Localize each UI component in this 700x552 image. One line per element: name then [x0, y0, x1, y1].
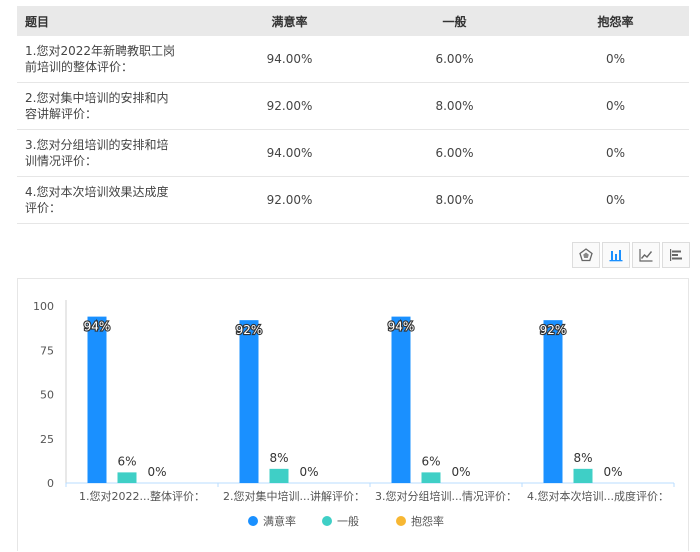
bar — [269, 468, 289, 483]
data-label: 0% — [299, 465, 318, 479]
satisfied-cell: 94.00% — [212, 129, 367, 177]
header-question: 题目 — [17, 6, 212, 36]
bar — [573, 468, 593, 483]
average-cell: 6.00% — [367, 129, 542, 177]
table-row: 4.您对本次培训效果达成度 评价： 92.00% 8.00% 0% — [17, 176, 689, 224]
question-line2: 评价： — [25, 201, 62, 215]
table-row: 3.您对分组培训的安排和培 训情况评价： 94.00% 6.00% 0% — [17, 129, 689, 177]
table-header-row: 题目 满意率 一般 抱怨率 — [17, 6, 689, 36]
x-tick-label: 3.您对分组培训...情况评价： — [375, 489, 517, 503]
pentagon-icon — [579, 248, 593, 262]
x-tick-label: 4.您对本次培训...成度评价： — [527, 489, 669, 503]
data-label: 92% — [236, 323, 263, 337]
legend-marker — [396, 516, 406, 526]
bar-chart: 0 25 50 75 100 94% 6% 0% 1.您对2022...整体评价： 92% 8% 0%… — [33, 300, 675, 528]
horizontal-bar-icon — [670, 249, 682, 261]
satisfied-cell: 94.00% — [212, 36, 367, 83]
table-row: 1.您对2022年新聘教职工岗 前培训的整体评价： 94.00% 6.00% 0% — [17, 36, 689, 83]
horizontal-bar-chart-button[interactable] — [662, 242, 690, 268]
complaint-cell: 0% — [542, 176, 689, 224]
average-cell: 8.00% — [367, 176, 542, 224]
y-tick-label: 25 — [40, 433, 54, 446]
complaint-cell: 0% — [542, 129, 689, 177]
y-tick-label: 50 — [40, 389, 54, 402]
legend-label: 满意率 — [263, 514, 296, 528]
legend-label: 一般 — [337, 515, 359, 528]
chart-type-toolbar — [572, 242, 690, 270]
bar — [87, 316, 107, 483]
results-table: 题目 满意率 一般 抱怨率 1.您对2022年新聘教职工岗 前培训的整体评价： 9… — [17, 6, 689, 224]
data-label: 8% — [573, 451, 592, 465]
data-label: 8% — [269, 451, 288, 465]
data-label: 0% — [147, 465, 166, 479]
question-line1: 3.您对分组培训的安排和培 — [25, 138, 169, 152]
data-label: 6% — [421, 454, 440, 468]
x-tick-label: 1.您对2022...整体评价： — [79, 489, 205, 503]
data-label: 0% — [603, 465, 622, 479]
question-line2: 容讲解评价： — [25, 107, 98, 121]
question-cell: 3.您对分组培训的安排和培 训情况评价： — [17, 129, 212, 177]
data-label: 92% — [540, 323, 567, 337]
header-complaint: 抱怨率 — [542, 6, 689, 36]
bar-chart-button[interactable] — [602, 242, 630, 268]
y-tick-label: 0 — [47, 477, 54, 490]
data-label: 94% — [84, 320, 111, 334]
radar-chart-button[interactable] — [572, 242, 600, 268]
data-label: 0% — [451, 465, 470, 479]
bar — [117, 472, 137, 483]
bar — [391, 316, 411, 483]
bar — [239, 320, 259, 483]
satisfied-cell: 92.00% — [212, 176, 367, 224]
x-tick-label: 2.您对集中培训...讲解评价： — [223, 489, 365, 503]
legend-marker — [248, 516, 258, 526]
line-chart-icon — [639, 249, 653, 262]
y-tick-label: 100 — [33, 300, 54, 313]
average-cell: 8.00% — [367, 82, 542, 130]
line-chart-button[interactable] — [632, 242, 660, 268]
question-line2: 训情况评价： — [25, 154, 98, 168]
question-cell: 1.您对2022年新聘教职工岗 前培训的整体评价： — [17, 36, 212, 83]
legend-marker — [322, 516, 332, 526]
bar-chart-icon — [609, 250, 623, 262]
chart-panel: 0 25 50 75 100 94% 6% 0% 1.您对2022...整体评价： 92% 8% 0%… — [17, 278, 689, 551]
question-line1: 2.您对集中培训的安排和内 — [25, 91, 169, 105]
complaint-cell: 0% — [542, 36, 689, 83]
satisfied-cell: 92.00% — [212, 82, 367, 130]
legend-label: 抱怨率 — [411, 514, 444, 528]
table-row: 2.您对集中培训的安排和内 容讲解评价： 92.00% 8.00% 0% — [17, 82, 689, 130]
y-tick-label: 75 — [40, 344, 54, 357]
question-cell: 2.您对集中培训的安排和内 容讲解评价： — [17, 82, 212, 130]
header-satisfied: 满意率 — [212, 6, 367, 36]
average-cell: 6.00% — [367, 36, 542, 83]
data-label: 94% — [388, 320, 415, 334]
question-line1: 4.您对本次培训效果达成度 — [25, 185, 169, 199]
complaint-cell: 0% — [542, 82, 689, 130]
bar — [421, 472, 441, 483]
header-average: 一般 — [367, 6, 542, 36]
question-cell: 4.您对本次培训效果达成度 评价： — [17, 176, 212, 224]
data-label: 6% — [117, 454, 136, 468]
question-line2: 前培训的整体评价： — [25, 60, 134, 74]
bar — [543, 320, 563, 483]
question-line1: 1.您对2022年新聘教职工岗 — [25, 44, 175, 58]
